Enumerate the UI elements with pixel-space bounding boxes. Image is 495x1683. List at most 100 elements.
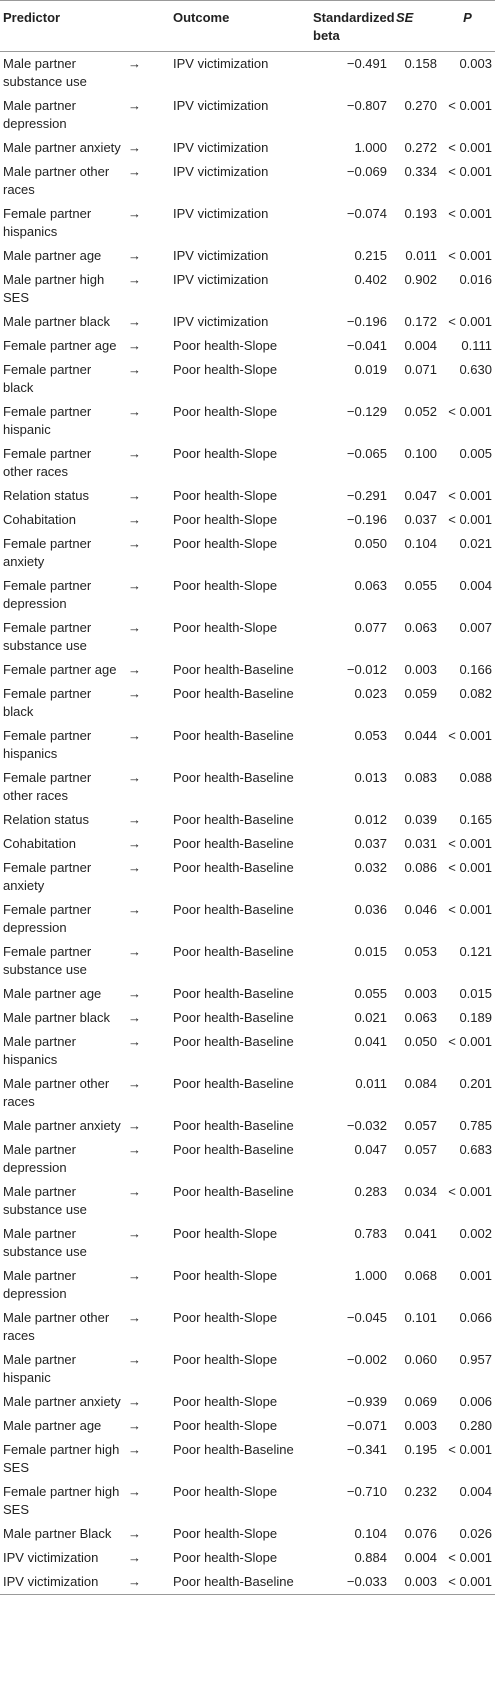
predictor-cell: Female partner hispanics [3,206,92,239]
p-cell: 0.121 [459,944,492,959]
se-cell: 0.044 [404,728,437,743]
beta-cell: −0.002 [346,1352,387,1367]
se-cell: 0.158 [404,56,437,71]
table-row: Male partner Black → Poor health-Slope 0.10… [0,1522,495,1546]
se-cell: 0.003 [404,1418,437,1433]
beta-cell: 0.036 [354,902,387,917]
outcome-cell: Poor health-Slope [173,1550,278,1565]
beta-cell: 0.077 [354,620,387,635]
p-cell: < 0.001 [448,206,492,221]
predictor-cell: Female partner depression [3,902,92,935]
table-row: Male partner other races → Poor health-Slo… [0,1306,495,1348]
arrow-cell: → [128,1034,141,1049]
outcome-cell: Poor health-Baseline [173,1142,294,1157]
predictor-cell: Female partner other races [3,770,92,803]
outcome-cell: Poor health-Slope [173,404,278,419]
p-cell: < 0.001 [448,140,492,155]
p-cell: 0.021 [459,536,492,551]
table-row: Female partner hispanic → Poor health-Slop… [0,400,495,442]
table-row: Male partner depression → IPV victimizatio… [0,94,495,136]
arrow-cell: → [128,836,141,851]
predictor-cell: Male partner anxiety [3,1118,121,1133]
outcome-cell: Poor health-Baseline [173,728,294,743]
header-cell: Predictor [3,10,61,25]
beta-cell: 0.019 [354,362,387,377]
p-cell: 0.004 [459,578,492,593]
outcome-cell: Poor health-Baseline [173,986,294,1001]
se-cell: 0.100 [404,446,437,461]
arrow-cell: → [128,314,141,329]
table-row: Male partner depression → Poor health-Base… [0,1138,495,1180]
table-row: Male partner black → Poor health-Baseline 0… [0,1006,495,1030]
se-cell: 0.270 [404,98,437,113]
predictor-cell: Female partner anxiety [3,536,92,569]
beta-cell: −0.129 [346,404,387,419]
beta-cell: −0.939 [346,1394,387,1409]
arrow-cell: → [128,1010,141,1025]
se-cell: 0.057 [404,1118,437,1133]
arrow-cell: → [128,1142,141,1157]
p-cell: 0.026 [459,1526,492,1541]
header-cell: P [463,10,472,25]
se-cell: 0.046 [404,902,437,917]
se-cell: 0.334 [404,164,437,179]
outcome-cell: Poor health-Slope [173,1226,278,1241]
table-row: Female partner age → Poor health-Slope −0.0… [0,334,495,358]
outcome-cell: Poor health-Slope [173,1268,278,1283]
table-row: Female partner black → Poor health-Slope 0.… [0,358,495,400]
beta-cell: 0.032 [354,860,387,875]
predictor-cell: Female partner black [3,362,92,395]
outcome-cell: Poor health-Baseline [173,836,294,851]
arrow-cell: → [128,860,141,875]
p-cell: 0.002 [459,1226,492,1241]
arrow-cell: → [128,1574,141,1589]
p-cell: < 0.001 [448,1034,492,1049]
arrow-cell: → [128,1526,141,1541]
table-row: Female partner anxiety → Poor health-Slope… [0,532,495,574]
predictor-cell: Female partner high SES [3,1484,120,1517]
arrow-cell: → [128,206,141,221]
arrow-cell: → [128,1550,141,1565]
se-cell: 0.055 [404,578,437,593]
p-cell: 0.165 [459,812,492,827]
se-cell: 0.034 [404,1184,437,1199]
arrow-cell: → [128,488,141,503]
se-cell: 0.031 [404,836,437,851]
beta-cell: −0.032 [346,1118,387,1133]
outcome-cell: Poor health-Baseline [173,902,294,917]
predictor-cell: Female partner age [3,662,117,677]
se-cell: 0.003 [404,662,437,677]
se-cell: 0.057 [404,1142,437,1157]
p-cell: 0.785 [459,1118,492,1133]
beta-cell: −0.041 [346,338,387,353]
se-cell: 0.050 [404,1034,437,1049]
outcome-cell: Poor health-Baseline [173,1010,294,1025]
se-cell: 0.101 [404,1310,437,1325]
se-cell: 0.071 [404,362,437,377]
outcome-cell: Poor health-Baseline [173,1184,294,1199]
p-cell: < 0.001 [448,512,492,527]
table-row: Male partner other races → Poor health-Bas… [0,1072,495,1114]
p-cell: < 0.001 [448,728,492,743]
arrow-cell: → [128,512,141,527]
table-row: Male partner age → Poor health-Slope −0.071… [0,1414,495,1438]
predictor-cell: Male partner age [3,986,102,1001]
outcome-cell: IPV victimization [173,272,269,287]
p-cell: 0.015 [459,986,492,1001]
beta-cell: 0.047 [354,1142,387,1157]
se-cell: 0.003 [404,986,437,1001]
beta-cell: 0.021 [354,1010,387,1025]
arrow-cell: → [128,944,141,959]
outcome-cell: Poor health-Baseline [173,1034,294,1049]
outcome-cell: Poor health-Slope [173,362,278,377]
arrow-cell: → [128,770,141,785]
predictor-cell: Male partner age [3,1418,102,1433]
beta-cell: 0.013 [354,770,387,785]
table-row: Male partner black → IPV victimization −0.1… [0,310,495,334]
outcome-cell: Poor health-Baseline [173,1118,294,1133]
p-cell: 0.066 [459,1310,492,1325]
table-row: Male partner hispanic → Poor health-Slope −… [0,1348,495,1390]
se-cell: 0.003 [404,1574,437,1589]
table-row: Male partner age → Poor health-Baseline 0.0… [0,982,495,1006]
